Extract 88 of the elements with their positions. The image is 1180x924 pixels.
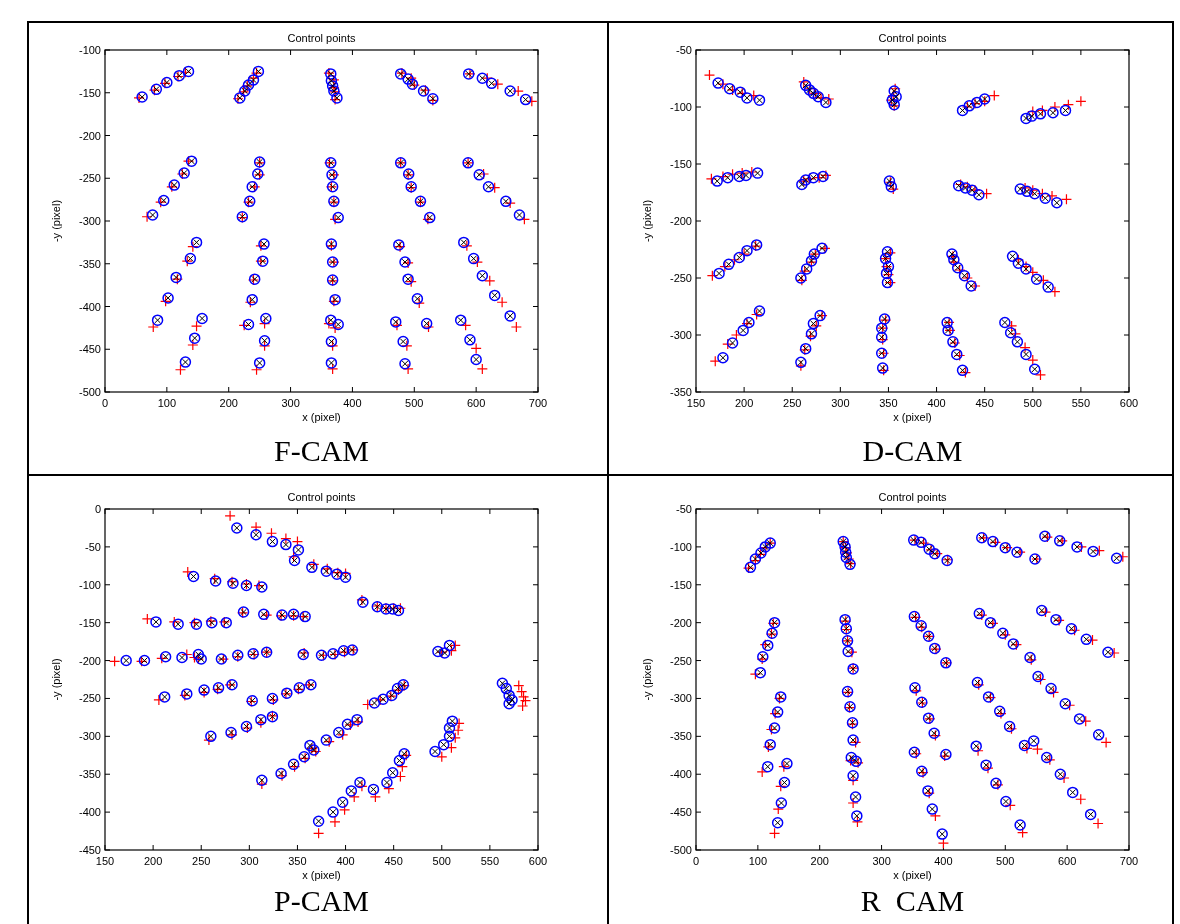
y-tick-label: -350 [78,768,101,781]
x-tick-label: 300 [831,397,850,409]
x-axis-title: x (pixel) [302,869,341,881]
x-tick-label: 0 [101,397,109,409]
y-tick-label: -100 [669,540,692,553]
x-tick-label: 550 [1071,397,1091,409]
y-tick-label: -150 [669,158,692,170]
y-tick-label: -300 [78,730,101,743]
chart-title: Control points [287,491,356,503]
x-tick-label: 500 [432,855,451,867]
y-tick-label: -250 [78,692,101,705]
text: R CAM [860,884,965,917]
chart-title: Control points [287,32,356,44]
y-tick-label: -50 [85,540,101,553]
y-tick-label: -500 [78,386,101,398]
text: F-CAM [273,434,370,467]
x-tick-label: 500 [996,855,1015,867]
x-tick-label: 400 [336,855,355,867]
x-tick-label: 700 [1119,855,1139,867]
y-tick-label: -100 [669,101,692,113]
y-tick-label: -500 [669,844,692,856]
chart-title: Control points [878,491,947,503]
x-tick-label: 600 [528,855,548,867]
y-axis-title: -y (pixel) [50,658,62,701]
y-tick-label: -250 [669,654,692,667]
y-tick-label: -100 [78,44,101,56]
x-tick-label: 550 [480,855,500,867]
x-tick-label: 500 [405,397,424,409]
x-tick-label: 150 [95,855,115,867]
y-tick-label: -50 [676,44,692,56]
x-tick-label: 100 [157,397,177,409]
y-tick-label: -400 [669,768,692,781]
x-tick-label: 600 [466,397,486,409]
y-tick-label: -450 [78,844,101,856]
y-tick-label: -200 [78,129,101,142]
text: P-CAM [273,884,370,917]
x-axis-title: x (pixel) [893,411,932,423]
y-axis-title: -y (pixel) [641,658,653,701]
y-tick-label: -450 [78,343,101,356]
x-tick-label: 200 [219,397,238,409]
y-tick-label: -300 [669,692,692,705]
x-tick-label: 600 [1119,397,1139,409]
y-tick-label: -400 [78,300,101,313]
y-tick-label: -300 [78,215,101,227]
x-tick-label: 250 [192,855,211,867]
x-tick-label: 100 [748,855,768,867]
x-tick-label: 400 [343,397,362,409]
text: D-CAM [862,434,963,467]
x-tick-label: 450 [384,855,403,867]
y-tick-label: -300 [669,329,692,341]
y-tick-label: -400 [78,806,101,819]
y-tick-label: -100 [78,578,101,591]
y-tick-label: -350 [669,730,692,743]
x-tick-label: 400 [934,855,953,867]
y-tick-label: -150 [78,616,101,629]
x-tick-label: 700 [528,397,548,409]
y-tick-label: -450 [669,806,692,819]
y-tick-label: -200 [669,215,692,227]
x-tick-label: 250 [783,397,802,409]
y-tick-label: -250 [78,172,101,185]
x-tick-label: 500 [1023,397,1042,409]
y-tick-label: -350 [669,386,692,398]
y-tick-label: -200 [78,654,101,667]
x-tick-label: 0 [692,855,700,867]
y-tick-label: -150 [78,86,101,99]
x-tick-label: 400 [927,397,946,409]
chart-title: Control points [878,32,947,44]
x-tick-label: 350 [879,397,898,409]
x-tick-label: 450 [975,397,994,409]
x-tick-label: 200 [734,397,754,409]
x-tick-label: 150 [686,397,706,409]
y-axis-title: -y (pixel) [641,199,653,243]
y-tick-label: -250 [669,272,692,284]
y-tick-label: -150 [669,578,692,591]
x-tick-label: 600 [1057,855,1077,867]
x-axis-title: x (pixel) [893,869,932,881]
y-tick-label: -50 [676,503,692,515]
x-tick-label: 300 [240,855,259,867]
y-axis-title: -y (pixel) [50,199,62,243]
x-tick-label: 300 [872,855,891,867]
x-tick-label: 200 [143,855,163,867]
x-axis-title: x (pixel) [302,411,341,423]
y-tick-label: -350 [78,257,101,270]
x-tick-label: 300 [281,397,300,409]
y-tick-label: -200 [669,616,692,629]
x-tick-label: 350 [288,855,307,867]
y-tick-label: 0 [94,503,101,515]
x-tick-label: 200 [810,855,829,867]
